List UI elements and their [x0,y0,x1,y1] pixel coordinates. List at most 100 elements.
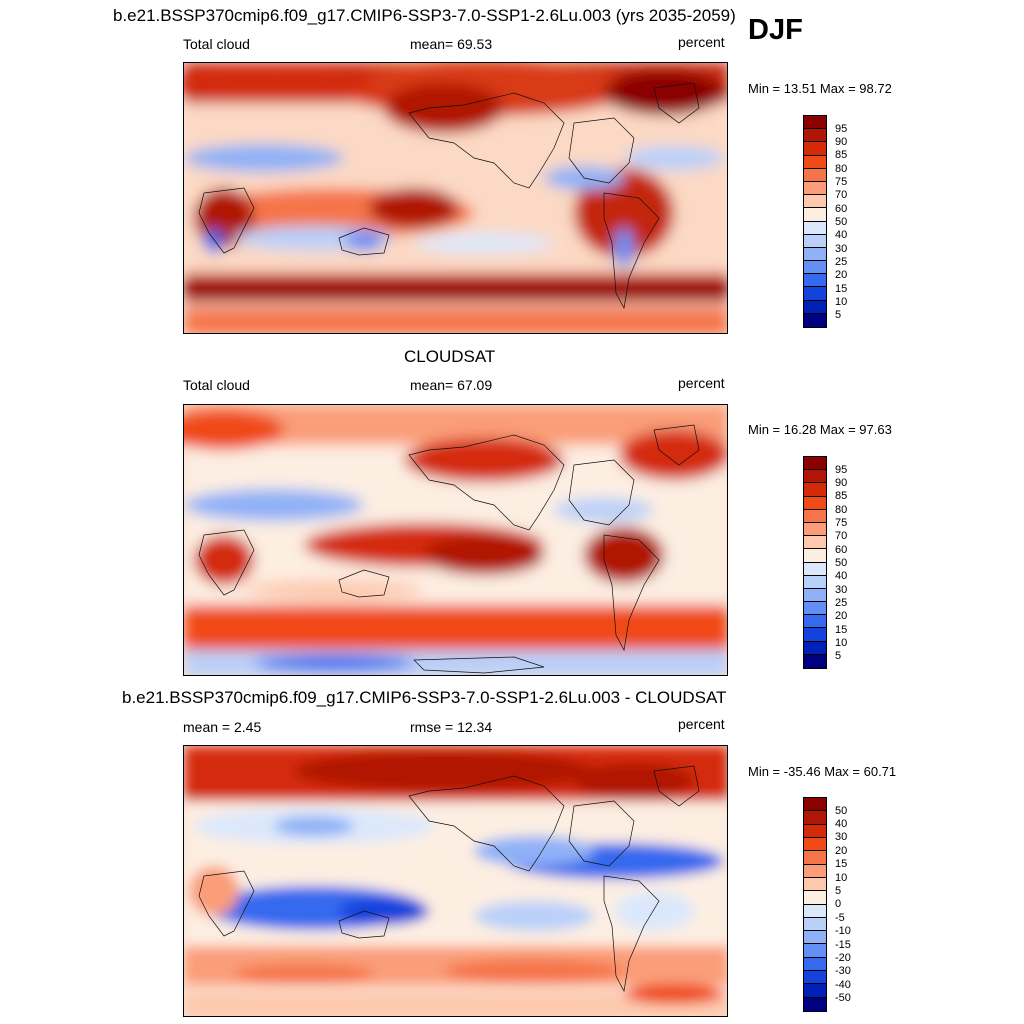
panel-2-colorbar-swatch [804,602,826,616]
panel-1-colorbar-tick: 95 [835,123,848,135]
panel-1-colorbar-swatch [804,221,826,235]
panel-1-colorbar-tick: 25 [835,256,848,268]
panel-1-colorbar-tick: 50 [835,216,848,228]
panel-3-colorbar-swatch [804,904,826,918]
panel-3-rmse-label: rmse = 12.34 [410,719,493,735]
panel-3-colorbar-tick: -10 [835,925,851,937]
panel-2-colorbar-swatch [804,588,826,603]
panel-3-colorbar-tick: 30 [835,831,848,843]
panel-2-colorbar-swatch [804,562,826,576]
panel-3-colorbar-swatch [804,891,826,905]
panel-3-colorbar-swatch [804,851,826,865]
panel-1-colorbar-tick: 30 [835,243,848,255]
panel-1-colorbar [803,115,827,328]
panel-3-map [183,745,728,1017]
panel-3-colorbar-swatch [804,957,826,972]
panel-2-colorbar-tick: 90 [835,477,848,489]
panel-3-colorbar-swatch [804,997,826,1011]
panel-2-colorbar-tick: 15 [835,624,848,636]
panel-2-colorbar-swatch [804,522,826,537]
panel-2-colorbar-tick: 30 [835,584,848,596]
panel-1-colorbar-tick: 75 [835,176,848,188]
panel-1-colorbar-swatch [804,287,826,301]
panel-2-colorbar-tick: 60 [835,544,848,556]
panel-3-colorbar-swatch [804,931,826,945]
panel-1-variable-label: Total cloud [183,36,250,52]
panel-2-colorbar-tick: 5 [835,650,842,662]
panel-3-colorbar-swatch [804,877,826,892]
season-label: DJF [748,14,803,46]
panel-3-colorbar-swatch [804,837,826,852]
panel-2-map [183,404,728,676]
panel-2-colorbar-swatch [804,615,826,629]
panel-2-colorbar-swatch [804,628,826,642]
panel-3-colorbar-swatch [804,917,826,932]
panel-2-colorbar-tick: 95 [835,464,848,476]
panel-1-colorbar-tick: 90 [835,136,848,148]
panel-2-colorbar-swatch [804,641,826,655]
panel-2-colorbar-tick: 70 [835,530,848,542]
panel-2-variable-label: Total cloud [183,377,250,393]
panel-3-colorbar-tick: -20 [835,952,851,964]
panel-3-colorbar-swatch [804,971,826,985]
panel-1-map [183,62,728,334]
panel-1-colorbar-tick: 15 [835,283,848,295]
panel-1-colorbar-tick: 10 [835,296,848,308]
panel-3-colorbar-tick: -50 [835,992,851,1004]
panel-2-colorbar-tick: 40 [835,570,848,582]
panel-1-colorbar-tick: 70 [835,189,848,201]
panel-2-colorbar-swatch [804,575,826,589]
panel-3-colorbar [803,797,827,1012]
panel-2-colorbar-swatch [804,549,826,563]
panel-1-colorbar-swatch [804,142,826,156]
panel-3-colorbar-swatch [804,824,826,838]
panel-3-colorbar-tick: 15 [835,858,848,870]
panel-2-colorbar-tick: 25 [835,597,848,609]
panel-3-colorbar-swatch [804,944,826,958]
panel-1-minmax: Min = 13.51 Max = 98.72 [748,81,892,96]
panel-2-colorbar-swatch [804,654,826,668]
panel-1-colorbar-swatch [804,208,826,222]
panel-2-colorbar [803,456,827,669]
panel-2-colorbar-swatch [804,536,826,550]
panel-1-colorbar-swatch [804,195,826,209]
panel-3-units-label: percent [678,716,725,732]
panel-1-mean-label: mean= 69.53 [410,36,493,52]
panel-3-colorbar-swatch [804,811,826,825]
panel-2-colorbar-swatch [804,457,826,471]
panel-3-colorbar-tick: -15 [835,939,851,951]
panel-3-colorbar-tick: 0 [835,898,842,910]
panel-2-colorbar-tick: 85 [835,490,848,502]
panel-1-colorbar-tick: 85 [835,149,848,161]
panel-3-colorbar-tick: 20 [835,845,848,857]
panel-2-minmax: Min = 16.28 Max = 97.63 [748,422,892,437]
panel-1-colorbar-tick: 20 [835,269,848,281]
panel-3-colorbar-tick: -40 [835,979,851,991]
panel-3-colorbar-tick: 50 [835,805,848,817]
panel-3-colorbar-tick: 5 [835,885,842,897]
panel-1-colorbar-tick: 40 [835,229,848,241]
panel-3-minmax: Min = -35.46 Max = 60.71 [748,764,897,779]
panel-3-colorbar-tick: 40 [835,818,848,830]
panel-1-colorbar-tick: 80 [835,163,848,175]
panel-2-colorbar-swatch [804,483,826,497]
panel-3-colorbar-swatch [804,864,826,878]
panel-2-colorbar-swatch [804,470,826,484]
panel-3-mean-label: mean = 2.45 [183,719,262,735]
panel-2-colorbar-tick: 80 [835,504,848,516]
panel-1-colorbar-swatch [804,168,826,182]
panel-1-colorbar-swatch [804,300,826,314]
panel-3-colorbar-tick: -30 [835,965,851,977]
panel-1-colorbar-tick: 60 [835,203,848,215]
panel-1-colorbar-swatch [804,274,826,288]
panel-3-colorbar-tick: 10 [835,872,848,884]
panel-2-units-label: percent [678,375,725,391]
panel-1-colorbar-swatch [804,313,826,327]
panel-3-colorbar-swatch [804,984,826,998]
panel-1-colorbar-tick: 5 [835,309,842,321]
panel-2-colorbar-tick: 20 [835,610,848,622]
panel-3-colorbar-swatch [804,798,826,812]
panel-1-colorbar-swatch [804,234,826,248]
panel-2-colorbar-tick: 50 [835,557,848,569]
panel-2-colorbar-swatch [804,496,826,510]
